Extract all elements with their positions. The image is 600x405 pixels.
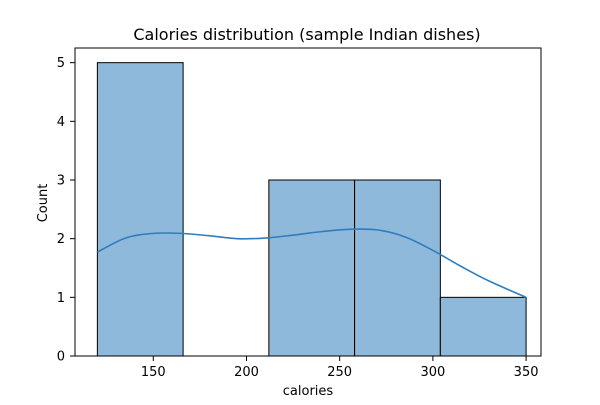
histogram-bar-5 bbox=[439, 296, 527, 357]
y-tick-label: 5 bbox=[57, 56, 65, 71]
histogram-bar-3 bbox=[268, 179, 356, 357]
plot-area-frame bbox=[74, 47, 542, 357]
y-axis-label: Count bbox=[36, 184, 51, 223]
x-tick-label: 250 bbox=[327, 365, 352, 380]
y-tick-label: 4 bbox=[57, 115, 65, 130]
y-axis-ticks: 0 1 2 3 4 5 bbox=[57, 56, 75, 365]
bars-layer bbox=[96, 62, 527, 357]
x-tick-label: 200 bbox=[234, 365, 259, 380]
x-axis-label: calories bbox=[283, 384, 334, 399]
kde-layer bbox=[97, 228, 527, 299]
x-axis-ticks: 150 200 250 300 350 bbox=[141, 356, 539, 380]
chart-title: Calories distribution (sample Indian dis… bbox=[133, 25, 480, 44]
y-tick-label: 0 bbox=[57, 350, 65, 365]
y-tick-label: 2 bbox=[57, 232, 65, 247]
x-tick-label: 150 bbox=[141, 365, 166, 380]
x-tick-label: 350 bbox=[514, 365, 539, 380]
kde-line bbox=[97, 228, 527, 299]
y-tick-label: 3 bbox=[57, 174, 65, 189]
x-tick-label: 300 bbox=[420, 365, 445, 380]
histogram-bar-4 bbox=[354, 179, 441, 357]
histogram-bar-1 bbox=[96, 62, 184, 357]
y-tick-label: 1 bbox=[57, 291, 65, 306]
